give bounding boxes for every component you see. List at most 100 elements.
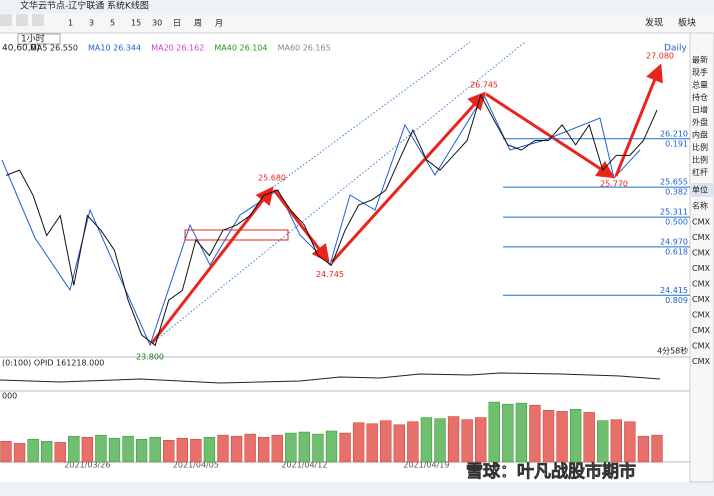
date-label: 2021/04/12	[281, 461, 327, 470]
volume-bar	[420, 417, 433, 463]
watermark: 雪球：叶凡战股市期市	[466, 461, 636, 482]
period-button[interactable]: 3	[89, 19, 94, 28]
volume-bar	[556, 411, 568, 463]
volume-bar	[610, 419, 622, 463]
panel-label: CMX	[692, 233, 710, 242]
volume-bar	[13, 443, 26, 463]
fib-price: 26.210	[660, 129, 688, 138]
nav-button[interactable]: 板块	[678, 17, 696, 29]
volume-bar	[352, 422, 365, 463]
panel-label: 名称	[692, 201, 708, 211]
zigzag	[1, 93, 641, 347]
icon[interactable]	[16, 14, 28, 26]
panel-header	[690, 183, 714, 197]
volume-bar	[149, 436, 161, 463]
date-label: 2021/04/19	[403, 461, 449, 470]
volume-bar	[135, 439, 148, 463]
date-label: 2021/03/26	[64, 461, 110, 470]
volume-bar	[434, 418, 446, 463]
panel-label: 持仓	[692, 92, 708, 102]
period-button[interactable]: 30	[152, 19, 162, 28]
peak-label: 25.680	[258, 173, 286, 182]
fib-ratio: 0.191	[665, 139, 688, 148]
fib-ratio: 0.809	[665, 296, 688, 305]
status-bar	[0, 482, 714, 496]
icon[interactable]	[0, 14, 12, 26]
right-panel	[689, 32, 714, 483]
period-button[interactable]: 周	[194, 19, 202, 28]
volume-bar	[325, 430, 338, 463]
trend-line	[271, 41, 471, 189]
period-button[interactable]: 5	[110, 19, 115, 28]
peak-label: 26.745	[470, 81, 498, 90]
volume-axis: 000	[2, 392, 17, 401]
volume-bar	[583, 412, 595, 463]
panel-label: 比例	[692, 155, 708, 165]
volume-bar	[393, 424, 405, 463]
panel-label: CMX	[692, 295, 710, 304]
volume-bar	[54, 442, 66, 463]
interval-label: 1小时	[21, 33, 45, 45]
panel-label: 比例	[692, 142, 708, 152]
period-button[interactable]: 1	[68, 19, 73, 28]
panel-label: 现手	[692, 67, 708, 77]
panel-label: CMX	[692, 342, 710, 351]
window-title: 文华云节点-辽宁联通	[20, 0, 104, 12]
volume-bar	[230, 435, 243, 463]
volume-bar	[27, 439, 39, 463]
icon[interactable]	[32, 14, 44, 26]
volume-bar	[475, 417, 487, 463]
panel-label: 内盘	[692, 130, 708, 140]
volume-bar	[637, 435, 650, 463]
panel-label: 最新	[692, 55, 708, 65]
volume-bar	[569, 409, 582, 463]
ma-legend: MA60 26.165	[278, 44, 331, 53]
fib-price: 24.970	[660, 237, 688, 246]
volume-bar	[244, 433, 256, 463]
volume-bar	[122, 435, 134, 463]
ma-legend: MA40 26.104	[214, 44, 267, 53]
peak-label: 27.080	[646, 51, 674, 60]
volume-bar	[203, 436, 216, 463]
volume-bar	[0, 441, 12, 463]
panel-label: CMX	[692, 311, 710, 320]
peak-label: 23.800	[136, 352, 164, 361]
nav-button[interactable]: 发现	[645, 17, 663, 29]
period-button[interactable]: 15	[131, 19, 141, 28]
volume-bar	[258, 436, 270, 463]
peak-label: 25.770	[600, 180, 628, 189]
volume-bar	[461, 419, 473, 463]
volume-bar	[447, 416, 460, 463]
panel-label: CMX	[692, 357, 710, 366]
period-button[interactable]: 日	[173, 19, 181, 28]
panel-label: 总量	[692, 80, 708, 90]
volume-bar	[176, 437, 188, 463]
box	[184, 229, 289, 241]
price-chart	[1, 41, 663, 347]
volume-bar	[298, 431, 311, 463]
period-button[interactable]: 月	[215, 19, 223, 28]
timer: 4分58秒	[657, 346, 688, 356]
panel-label: 杠杆	[692, 167, 708, 177]
fib-price: 25.655	[660, 178, 688, 187]
volume-bar	[488, 401, 500, 463]
volume-bar	[502, 403, 514, 463]
volume-bar	[339, 432, 351, 463]
peak-label: 24.745	[316, 270, 344, 279]
fib-ratio: 0.382	[665, 188, 688, 197]
volume-bar	[515, 402, 528, 463]
volume-bar	[95, 434, 107, 463]
panel-label: CMX	[692, 264, 710, 273]
volume-bar	[163, 440, 175, 463]
volume-bar	[407, 421, 419, 463]
trend-line	[149, 41, 526, 346]
daily-label: Daily	[664, 44, 687, 54]
volume-bar	[624, 421, 636, 463]
volume-bar	[271, 434, 283, 463]
indicator-line	[0, 372, 661, 384]
volume-bar	[312, 433, 324, 463]
price-line	[5, 93, 658, 347]
interval-select[interactable]	[17, 33, 61, 45]
volume-bar	[542, 410, 555, 463]
